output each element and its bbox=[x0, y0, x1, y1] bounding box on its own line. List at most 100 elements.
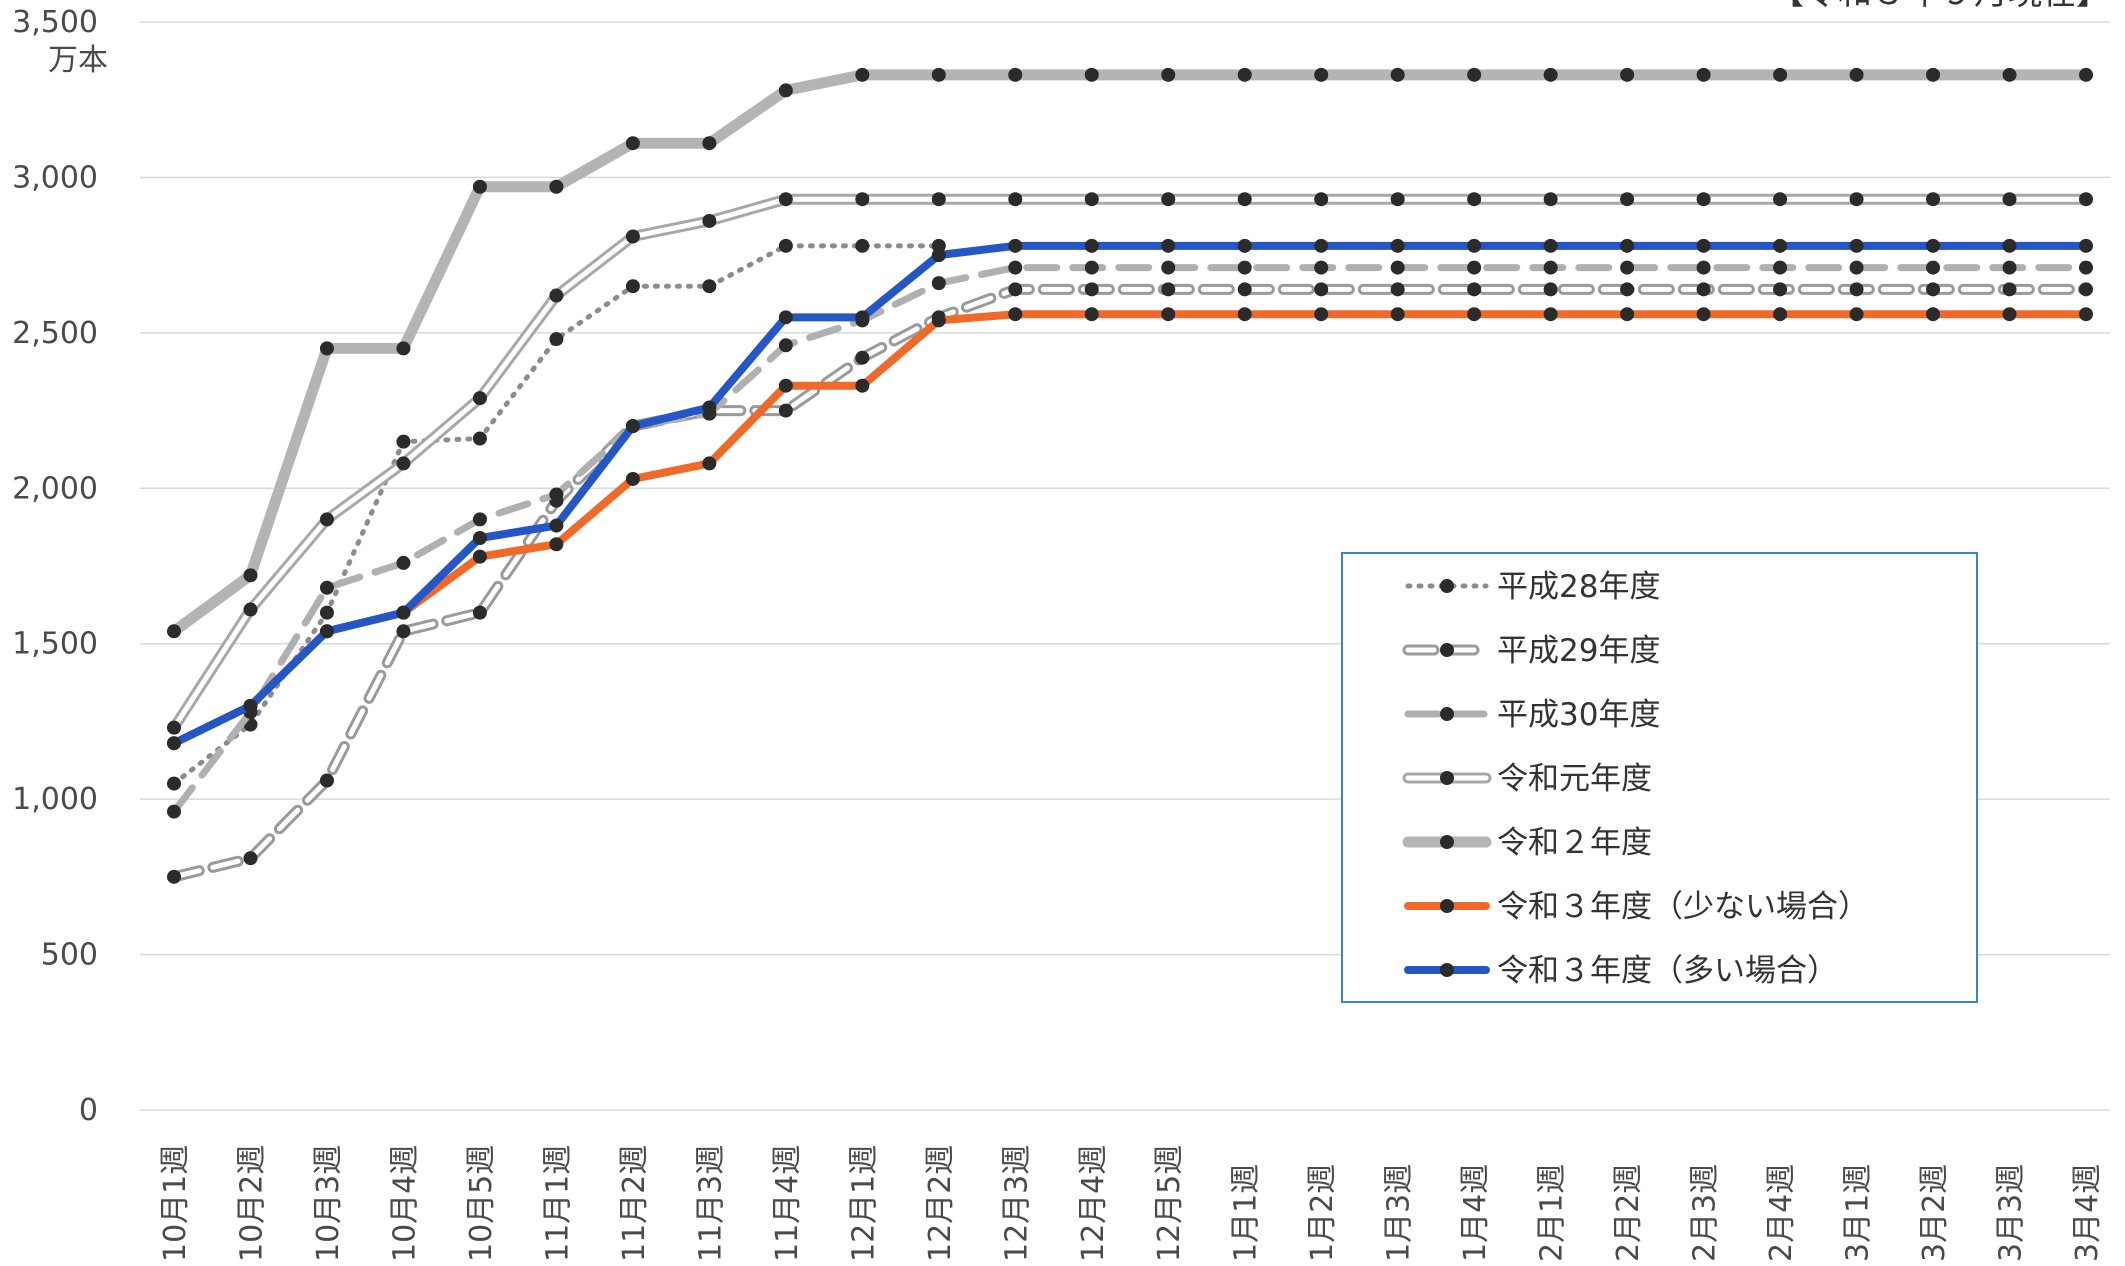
data-point bbox=[1849, 307, 1864, 322]
data-point bbox=[1543, 282, 1558, 297]
data-point bbox=[167, 869, 181, 884]
data-point bbox=[2079, 192, 2093, 207]
x-tick-label: 11月3週 bbox=[693, 1145, 728, 1262]
legend-marker bbox=[1440, 707, 1454, 721]
series-5 bbox=[167, 67, 2093, 639]
data-point bbox=[1467, 238, 1482, 253]
data-point bbox=[1237, 307, 1252, 322]
data-point bbox=[1161, 67, 1176, 82]
data-point bbox=[855, 238, 870, 253]
data-point bbox=[2079, 67, 2093, 82]
data-point bbox=[2002, 67, 2017, 82]
data-point bbox=[1237, 282, 1252, 297]
legend-label-h30: 平成30年度 bbox=[1497, 697, 1660, 733]
legend-label-r1: 令和元年度 bbox=[1497, 761, 1652, 797]
data-point bbox=[1084, 260, 1099, 275]
data-point bbox=[396, 341, 411, 356]
x-tick-label: 2月4週 bbox=[1764, 1164, 1799, 1262]
data-point bbox=[472, 605, 487, 620]
y-tick-label: 3,000 bbox=[12, 160, 98, 195]
data-point bbox=[472, 179, 487, 194]
legend-sample bbox=[1404, 707, 1490, 721]
x-tick-label: 10月4週 bbox=[387, 1145, 422, 1262]
data-point bbox=[702, 213, 717, 228]
data-point bbox=[549, 179, 564, 194]
data-point bbox=[1773, 67, 1788, 82]
data-point bbox=[1314, 192, 1329, 207]
y-tick-label: 1,000 bbox=[12, 782, 98, 817]
data-point bbox=[778, 378, 793, 393]
data-point bbox=[1390, 307, 1405, 322]
data-point bbox=[855, 310, 870, 325]
data-point bbox=[396, 456, 411, 471]
data-point bbox=[1696, 192, 1711, 207]
x-tick-label: 1月1週 bbox=[1229, 1164, 1264, 1262]
x-tick-label: 10月1週 bbox=[158, 1145, 193, 1262]
data-point bbox=[1008, 307, 1023, 322]
data-point bbox=[1237, 192, 1252, 207]
data-point bbox=[1390, 67, 1405, 82]
data-point bbox=[1926, 260, 1941, 275]
data-point bbox=[472, 512, 487, 527]
x-tick-label: 11月4週 bbox=[770, 1145, 805, 1262]
y-tick-label: 500 bbox=[41, 938, 98, 973]
data-point bbox=[1543, 238, 1558, 253]
legend-samples bbox=[1402, 579, 1492, 977]
data-point bbox=[167, 736, 181, 751]
legend-sample bbox=[1402, 835, 1492, 849]
y-axis-unit-label: 万本 bbox=[48, 43, 108, 78]
data-point bbox=[1696, 260, 1711, 275]
data-point bbox=[702, 400, 717, 415]
data-point bbox=[1314, 260, 1329, 275]
x-tick-label: 10月5週 bbox=[464, 1145, 499, 1262]
legend-sample bbox=[1402, 643, 1492, 657]
series-1 bbox=[167, 238, 946, 791]
data-point bbox=[1696, 67, 1711, 82]
data-point bbox=[1849, 282, 1864, 297]
y-tick-label: 2,500 bbox=[12, 316, 98, 351]
data-point bbox=[2079, 260, 2093, 275]
data-point bbox=[472, 549, 487, 564]
data-point bbox=[1773, 307, 1788, 322]
data-point bbox=[396, 555, 411, 570]
data-point bbox=[1237, 238, 1252, 253]
data-point bbox=[1773, 192, 1788, 207]
x-axis: 10月1週 10月2週 10月3週 10月4週 10月5週 11月1週 11月2週 11月3週… bbox=[158, 1145, 2105, 1262]
x-tick-label: 10月2週 bbox=[234, 1145, 269, 1262]
data-point bbox=[1773, 260, 1788, 275]
data-point bbox=[472, 391, 487, 406]
x-tick-label: 2月3週 bbox=[1688, 1164, 1723, 1262]
legend-sample bbox=[1404, 899, 1490, 913]
legend-marker bbox=[1440, 899, 1454, 913]
data-point bbox=[549, 487, 564, 502]
data-point bbox=[1849, 67, 1864, 82]
data-point bbox=[702, 136, 717, 151]
x-tick-label: 10月3週 bbox=[311, 1145, 346, 1262]
legend: 平成28年度 平成29年度 平成30年度 令和元年度 令和２年度 令和３年度（少… bbox=[1341, 552, 1978, 1003]
legend-sample bbox=[1402, 771, 1492, 785]
data-point bbox=[855, 67, 870, 82]
x-tick-label: 12月2週 bbox=[923, 1145, 958, 1262]
series-line-inner bbox=[171, 286, 2089, 880]
data-point bbox=[2079, 282, 2093, 297]
data-point bbox=[243, 568, 258, 583]
data-point bbox=[1161, 238, 1176, 253]
data-point bbox=[625, 279, 640, 294]
data-point bbox=[1084, 238, 1099, 253]
data-point bbox=[1084, 192, 1099, 207]
data-point bbox=[702, 279, 717, 294]
data-point bbox=[319, 580, 334, 595]
legend-marker bbox=[1440, 579, 1454, 593]
data-point bbox=[1161, 307, 1176, 322]
data-point bbox=[1467, 192, 1482, 207]
x-tick-label: 1月2週 bbox=[1305, 1164, 1340, 1262]
x-tick-label: 12月1週 bbox=[846, 1145, 881, 1262]
x-tick-label: 12月4週 bbox=[1076, 1145, 1111, 1262]
y-tick-label: 2,000 bbox=[12, 471, 98, 506]
data-point bbox=[1161, 260, 1176, 275]
data-point bbox=[778, 403, 793, 418]
data-point bbox=[1008, 282, 1023, 297]
data-point bbox=[1390, 238, 1405, 253]
x-tick-label: 3月3週 bbox=[1994, 1164, 2029, 1262]
